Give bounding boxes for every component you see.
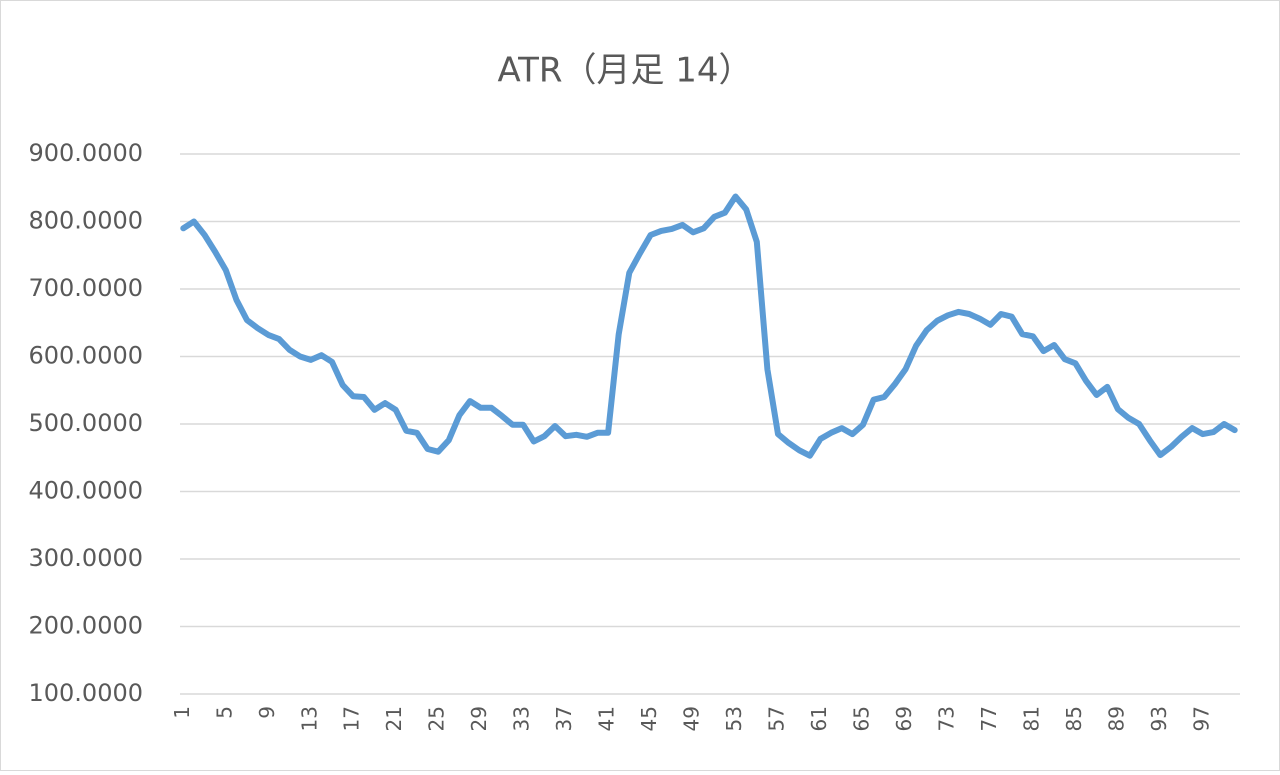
x-tick-label: 69: [892, 706, 916, 731]
series-line: [180, 193, 1238, 459]
y-tick-label: 400.0000: [28, 477, 143, 505]
x-tick-label: 65: [849, 706, 873, 731]
x-tick-label: 5: [212, 706, 236, 719]
x-tick-label: 45: [637, 706, 661, 731]
x-tick-label: 57: [765, 706, 789, 731]
x-tick-label: 93: [1147, 706, 1171, 731]
y-tick-label: 600.0000: [28, 342, 143, 370]
y-tick-label: 300.0000: [28, 544, 143, 572]
x-tick-label: 85: [1062, 706, 1086, 731]
x-tick-label: 37: [552, 706, 576, 731]
x-tick-label: 9: [255, 706, 279, 719]
x-tick-label: 77: [977, 706, 1001, 731]
x-tick-label: 21: [382, 706, 406, 731]
chart-title: ATR（月足 14）: [497, 51, 752, 91]
y-tick-label: 900.0000: [28, 139, 143, 167]
x-tick-label: 97: [1189, 706, 1213, 731]
x-tick-label: 53: [722, 706, 746, 731]
y-tick-label: 500.0000: [28, 409, 143, 437]
y-tick-label: 100.0000: [28, 679, 143, 707]
x-tick-label: 61: [807, 706, 831, 731]
x-tick-label: 1: [170, 706, 194, 719]
x-tick-label: 13: [297, 706, 321, 731]
x-tick-label: 81: [1019, 706, 1043, 731]
x-tick-label: 73: [934, 706, 958, 731]
x-tick-label: 33: [510, 706, 534, 731]
x-tick-label: 25: [425, 706, 449, 731]
x-tick-label: 49: [680, 706, 704, 731]
y-tick-label: 700.0000: [28, 274, 143, 302]
y-tick-label: 800.0000: [28, 207, 143, 235]
x-tick-label: 89: [1104, 706, 1128, 731]
x-tick-label: 29: [467, 706, 491, 731]
y-tick-label: 200.0000: [28, 612, 143, 640]
x-tick-label: 17: [340, 706, 364, 731]
x-tick-label: 41: [595, 706, 619, 731]
